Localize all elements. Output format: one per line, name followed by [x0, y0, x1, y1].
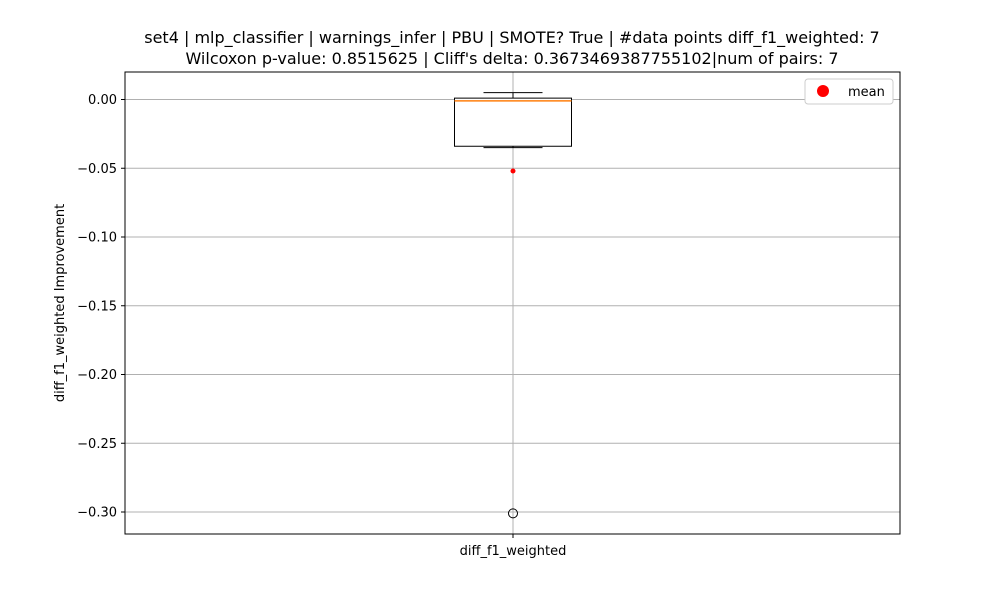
outlier-point	[508, 508, 518, 519]
iqr-box	[454, 97, 572, 147]
plot-area	[454, 92, 572, 519]
y-tick-label: 0.00	[88, 93, 117, 108]
grid-lines	[125, 72, 900, 534]
axes-ticks: 0.00 −0.05 −0.10 −0.15 −0.20 −0.25 −0.30 diff_f…	[77, 93, 566, 559]
chart-title-line-2: Wilcoxon p-value: 0.8515625 | Cliff's de…	[185, 49, 838, 68]
y-tick-label: −0.25	[77, 437, 117, 452]
x-tick-label: diff_f1_weighted	[460, 544, 567, 559]
y-tick-label: −0.10	[77, 231, 117, 246]
y-tick-label: −0.20	[77, 368, 117, 383]
y-axis-label: diff_f1_weighted Improvement	[53, 204, 68, 402]
y-tick-label: −0.30	[77, 506, 117, 521]
legend-mean-label: mean	[848, 85, 885, 100]
legend-box	[804, 78, 894, 105]
legend: mean	[804, 78, 894, 105]
chart-title-line-1: set4 | mlp_classifier | warnings_infer |…	[144, 28, 879, 48]
y-tick-label: −0.15	[77, 299, 117, 314]
legend-mean-marker	[817, 85, 829, 97]
mean-point	[510, 168, 516, 174]
y-tick-label: −0.05	[77, 162, 117, 177]
